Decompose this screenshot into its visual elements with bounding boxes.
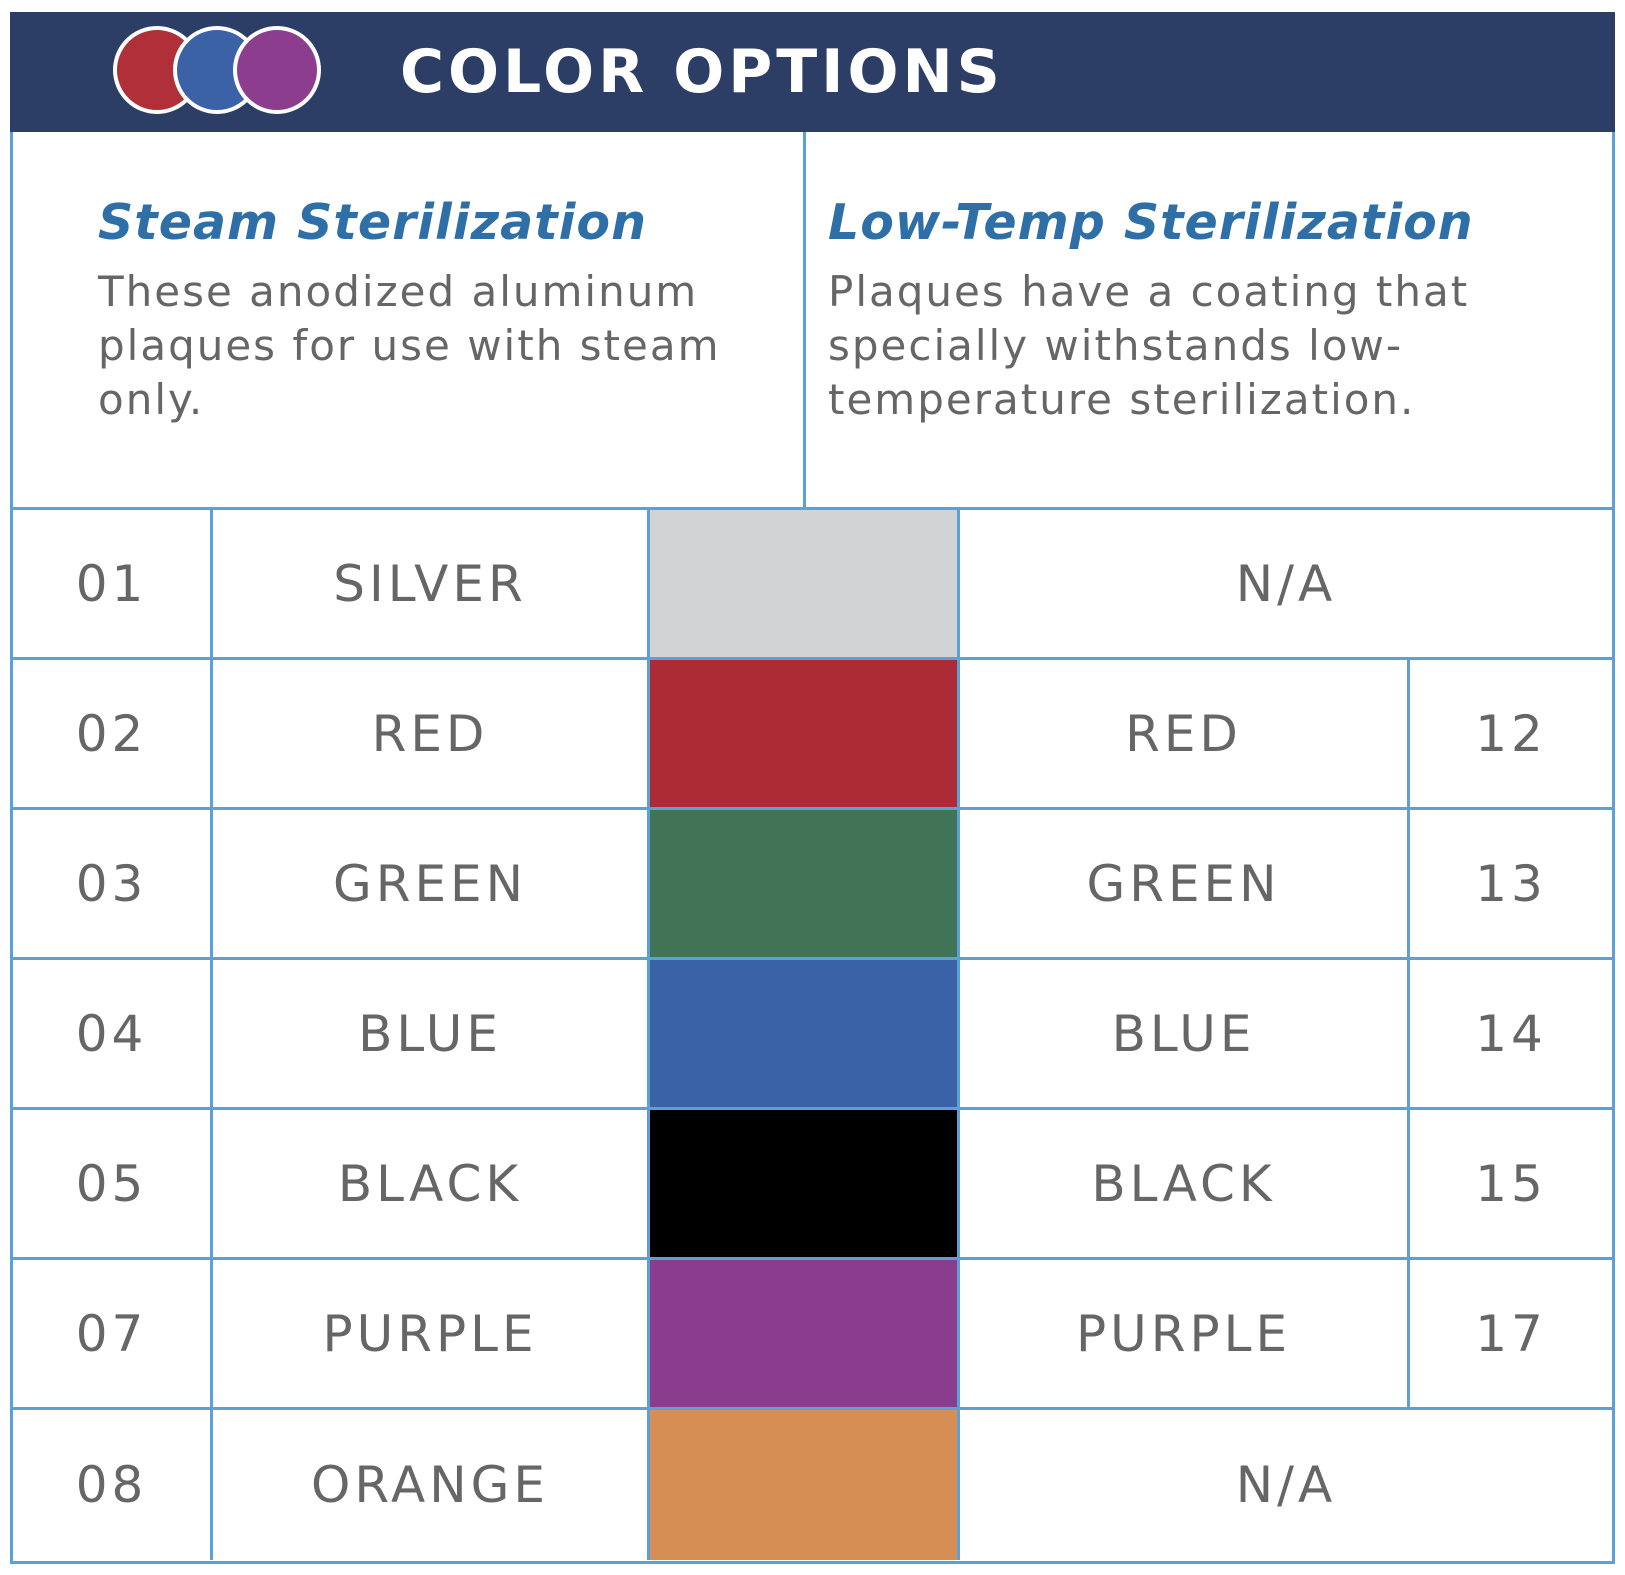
lowtemp-code-cell: 13 xyxy=(1475,854,1547,913)
table-row: 08 ORANGE N/A xyxy=(13,1410,1612,1560)
purple-dot-icon xyxy=(233,26,321,114)
header-banner: COLOR OPTIONS xyxy=(10,12,1615,132)
table-row: 04 BLUE BLUE 14 xyxy=(13,960,1612,1110)
table-row: 05 BLACK BLACK 15 xyxy=(13,1110,1612,1260)
table-row: 01 SILVER N/A xyxy=(13,510,1612,660)
steam-code-cell: 07 xyxy=(13,1260,213,1407)
page-title: COLOR OPTIONS xyxy=(400,37,1004,107)
color-swatch xyxy=(650,810,960,957)
steam-description: These anodized aluminum plaques for use … xyxy=(98,267,721,424)
color-name-cell: PURPLE xyxy=(213,1260,650,1407)
steam-section: Steam Sterilization These anodized alumi… xyxy=(98,194,788,427)
steam-code-cell: 05 xyxy=(13,1110,213,1257)
color-options-panel: Steam Sterilization These anodized alumi… xyxy=(10,132,1615,1564)
steam-code-cell: 01 xyxy=(13,510,213,657)
table-row: 07 PURPLE PURPLE 17 xyxy=(13,1260,1612,1410)
lowtemp-heading: Low-Temp Sterilization xyxy=(828,194,1474,251)
steam-code-cell: 04 xyxy=(13,960,213,1107)
lowtemp-name-cell: BLACK xyxy=(960,1110,1410,1257)
lowtemp-unavailable-cell: N/A xyxy=(1235,554,1337,613)
color-swatch xyxy=(650,1110,960,1257)
color-swatch xyxy=(650,660,960,807)
color-table: 01 SILVER N/A 02 RED RED 12 03 GREEN GREEN 13 04 BLU… xyxy=(13,510,1612,1560)
lowtemp-name-cell: BLUE xyxy=(960,960,1410,1107)
table-row: 02 RED RED 12 xyxy=(13,660,1612,810)
steam-code-cell: 08 xyxy=(13,1410,213,1560)
color-swatch xyxy=(650,1260,960,1407)
color-name-cell: ORANGE xyxy=(213,1410,650,1560)
lowtemp-code-cell: 14 xyxy=(1475,1004,1547,1063)
lowtemp-code-cell: 15 xyxy=(1475,1154,1547,1213)
lowtemp-name-cell: GREEN xyxy=(960,810,1410,957)
color-name-cell: RED xyxy=(213,660,650,807)
lowtemp-name-cell: RED xyxy=(960,660,1410,807)
color-swatch xyxy=(650,510,960,657)
color-name-cell: SILVER xyxy=(213,510,650,657)
table-row: 03 GREEN GREEN 13 xyxy=(13,810,1612,960)
lowtemp-description: Plaques have a coating that specially wi… xyxy=(828,267,1470,424)
lowtemp-code-cell: 17 xyxy=(1475,1304,1547,1363)
lowtemp-unavailable-cell: N/A xyxy=(1235,1456,1337,1514)
lowtemp-name-cell: PURPLE xyxy=(960,1260,1410,1407)
lowtemp-section: Low-Temp Sterilization Plaques have a co… xyxy=(828,194,1518,427)
color-swatch xyxy=(650,960,960,1107)
steam-code-cell: 02 xyxy=(13,660,213,807)
color-name-cell: BLUE xyxy=(213,960,650,1107)
sterilization-intro: Steam Sterilization These anodized alumi… xyxy=(13,132,1612,510)
color-name-cell: GREEN xyxy=(213,810,650,957)
lowtemp-code-cell: 12 xyxy=(1475,704,1547,763)
color-swatch xyxy=(650,1410,960,1560)
color-name-cell: BLACK xyxy=(213,1110,650,1257)
steam-code-cell: 03 xyxy=(13,810,213,957)
intro-divider xyxy=(803,132,806,510)
steam-heading: Steam Sterilization xyxy=(98,194,647,251)
color-dots xyxy=(113,22,333,122)
